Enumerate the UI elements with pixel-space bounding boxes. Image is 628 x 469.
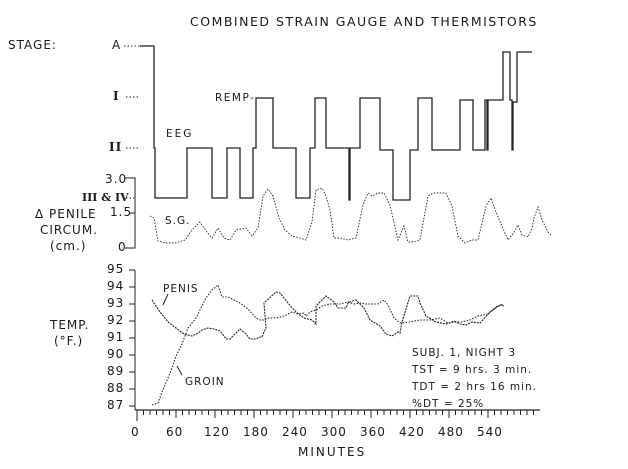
sg-ylabel-line2: CIRCUM.: [40, 223, 98, 237]
chart-title: COMBINED STRAIN GAUGE AND THERMISTORS: [190, 14, 538, 29]
temp-tick-94: 94: [107, 279, 125, 293]
stage-axis-label: STAGE:: [8, 38, 57, 52]
x-axis-label: MINUTES: [298, 445, 367, 459]
eeg-label: EEG: [166, 128, 194, 140]
temp-y-ticks: [129, 269, 135, 407]
penis-pointer: [162, 293, 169, 306]
sg-ylabel-line3: (cm.): [50, 239, 87, 253]
x-tick-0: 0: [131, 425, 140, 439]
x-tick-540: 540: [477, 425, 503, 439]
groin-pointer: [176, 365, 183, 376]
sg-trace: [149, 187, 553, 244]
sg-ylabel-line1: Δ PENILE: [35, 207, 97, 221]
sg-series-label: S.G.: [165, 215, 191, 227]
remp-label: REMP-: [215, 92, 256, 104]
x-tick-180: 180: [243, 425, 269, 439]
note-tdt: TDT = 2 hrs 16 min.: [412, 381, 538, 393]
temp-ylabel-line1: TEMP.: [50, 318, 90, 332]
temp-tick-91: 91: [107, 330, 125, 344]
note-pct-dt: %DT = 25%: [412, 398, 485, 410]
stage-iii-iv-label: III & IV: [82, 191, 129, 204]
stage-i-label: I: [113, 89, 120, 103]
sg-tick-0: 0: [118, 240, 127, 254]
penis-series-label: PENIS: [163, 283, 199, 295]
x-tick-60: 60: [166, 425, 184, 439]
x-tick-120: 120: [204, 425, 230, 439]
temp-tick-89: 89: [107, 364, 125, 378]
temp-tick-95: 95: [107, 262, 125, 276]
temp-tick-88: 88: [107, 381, 125, 395]
stage-a-label: A: [112, 38, 122, 52]
temp-tick-90: 90: [107, 347, 125, 361]
x-tick-240: 240: [282, 425, 308, 439]
temp-tick-92: 92: [107, 313, 125, 327]
x-tick-300: 300: [321, 425, 347, 439]
groin-temp-trace: [151, 284, 505, 406]
note-tst: TST = 9 hrs. 3 min.: [412, 364, 533, 376]
sg-tick-3: 3.0: [105, 172, 128, 186]
penis-temp-trace: [151, 291, 505, 340]
temp-tick-93: 93: [107, 296, 125, 310]
x-tick-420: 420: [399, 425, 425, 439]
stage-ii-label: II: [109, 140, 123, 154]
temp-tick-87: 87: [107, 398, 125, 412]
groin-series-label: GROIN: [185, 376, 225, 388]
sg-tick-1-5: 1.5: [110, 205, 133, 219]
eeg-trace: [140, 45, 532, 201]
temp-ylabel-line2: (°F.): [54, 334, 84, 348]
x-tick-360: 360: [360, 425, 386, 439]
x-ticks: [136, 410, 534, 421]
note-subject: SUBJ. 1, NIGHT 3: [412, 347, 517, 359]
x-tick-480: 480: [438, 425, 464, 439]
